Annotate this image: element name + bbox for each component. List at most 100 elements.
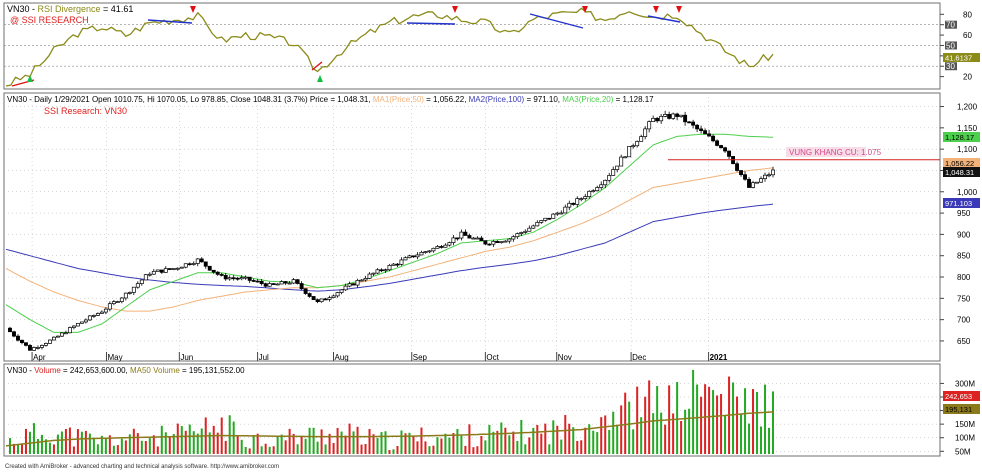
volume-bar [100, 435, 103, 454]
volume-bar [716, 395, 719, 454]
volume-bar [308, 427, 311, 454]
candle-body [683, 114, 688, 123]
candle-body [147, 273, 152, 276]
candle-body [363, 278, 368, 281]
candle-body [579, 198, 584, 200]
candle-body [531, 225, 536, 229]
volume-bar [632, 429, 635, 454]
arrow-down-icon [653, 6, 659, 13]
candle-body [287, 282, 292, 285]
candle-body [567, 202, 572, 208]
volume-bar [436, 437, 439, 454]
volume-bar [636, 386, 639, 454]
volume-bar [448, 437, 451, 454]
volume-bar [32, 423, 35, 454]
volume-bar [732, 382, 735, 454]
candle-body [387, 264, 392, 271]
candle-body [299, 283, 304, 290]
month-gridlines [31, 93, 710, 361]
volume-panel: VN30 - Volume = 242,653,600.00, MA50 Vol… [3, 363, 980, 457]
volume-bar [504, 427, 507, 454]
volume-bar [640, 417, 643, 454]
candle-body [655, 117, 660, 122]
rsi-panel-frame [3, 2, 941, 90]
volume-bar [276, 436, 279, 454]
candle-body [767, 174, 771, 177]
volume-bar [696, 384, 699, 454]
candle-body [283, 281, 288, 284]
volume-bar [300, 435, 303, 454]
candle-body [583, 196, 588, 199]
volume-tick-label: 150M [955, 420, 975, 429]
arrow-down-icon [452, 6, 458, 13]
price-panel-frame [3, 92, 941, 362]
volume-bar [600, 417, 603, 454]
candle-body [211, 269, 216, 273]
volume-bar [96, 444, 99, 454]
candle-body [715, 140, 720, 146]
candle-body [643, 128, 648, 137]
candle-body [323, 298, 328, 301]
candle-body [503, 240, 508, 243]
volume-bar [280, 434, 283, 454]
volume-bar [684, 409, 687, 454]
candle-body [24, 342, 28, 346]
volume-bar [672, 413, 675, 454]
month-label: Apr [33, 353, 46, 362]
divergence-line [529, 13, 584, 29]
rsi-tick-label: 60 [963, 31, 972, 40]
candle-body [331, 295, 336, 298]
ma3-badge-label: 1,128.17 [945, 133, 974, 142]
candle-body [47, 339, 52, 344]
rsi-tick-label: 80 [963, 10, 972, 19]
volume-bar [576, 441, 579, 454]
candle-body [355, 280, 360, 286]
month-label: May [107, 353, 122, 362]
candle-body [127, 292, 132, 294]
volume-bar [396, 446, 399, 454]
volume-bar [700, 396, 703, 454]
candle-body [279, 281, 284, 285]
candle-body [667, 114, 672, 119]
candle-body [367, 273, 372, 279]
volume-bar [344, 435, 347, 454]
candle-body [419, 252, 424, 256]
price-info-line: VN30 - Daily 1/29/2021 Open 1010.75, Hi … [7, 95, 654, 104]
month-label: Nov [558, 353, 572, 362]
volume-bar [392, 449, 395, 454]
candle-body [439, 246, 444, 248]
candle-body [479, 237, 484, 242]
volume-bar [752, 389, 755, 454]
ma1-badge-label: 1,056.22 [945, 159, 974, 168]
volume-bar [116, 445, 119, 454]
candle-body [339, 289, 344, 293]
candle-body [227, 277, 232, 280]
candle-body [595, 187, 600, 192]
volume-bar [76, 429, 79, 454]
candle-body [679, 114, 684, 117]
volume-bar [388, 450, 391, 454]
candle-body [91, 315, 96, 317]
candle-body [20, 339, 24, 344]
candle-body [751, 182, 755, 188]
candle-body [523, 230, 528, 233]
rsi-tick-box [945, 41, 957, 50]
candle-body [423, 251, 428, 253]
candle-body [327, 297, 332, 300]
candlesticks [8, 110, 775, 351]
candle-body [727, 150, 732, 157]
volume-bar [412, 435, 415, 454]
volume-bar [240, 439, 243, 454]
volume-bar [744, 388, 747, 454]
candle-body [43, 343, 48, 346]
candle-body [123, 292, 128, 299]
rsi-tick-label: 70 [946, 21, 955, 30]
volume-bar [216, 432, 219, 454]
candle-body [223, 275, 228, 280]
volume-bar [660, 412, 663, 454]
volume-bar [360, 444, 363, 454]
volume-bar [484, 440, 487, 454]
volume-bar [664, 424, 667, 454]
volume-bar [68, 427, 71, 454]
